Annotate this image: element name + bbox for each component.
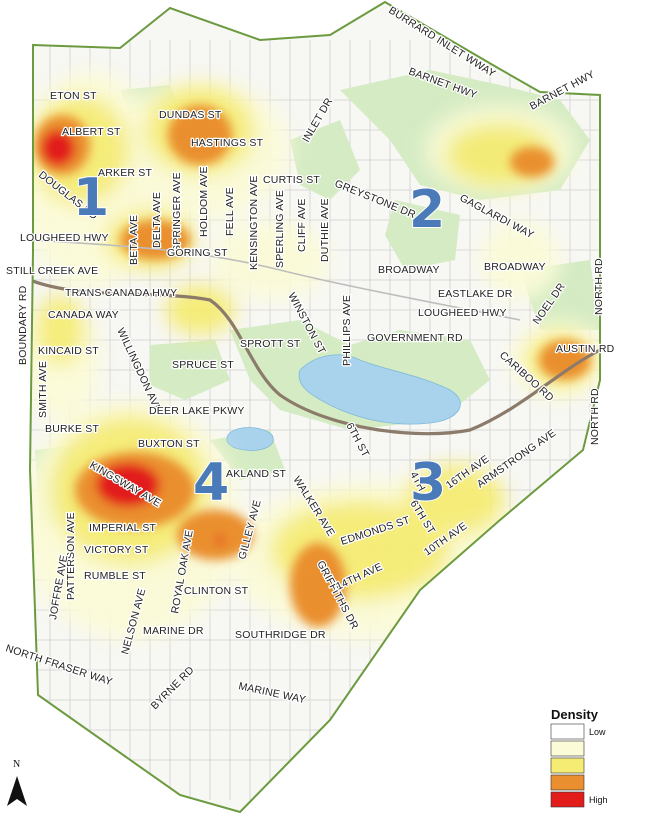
street-label: CURTIS ST [263,174,320,186]
street-label: HOLDOM AVE [198,166,210,237]
street-label: TRANS CANADA HWY [65,287,177,299]
street-label: IMPERIAL ST [89,522,157,534]
legend-title: Density [551,707,599,722]
street-label: BROADWAY [484,261,546,273]
legend-swatch [550,723,585,740]
street-label: SPRINGER AVE [171,172,183,252]
legend-swatch [550,757,585,774]
street-label: GOVERNMENT RD [367,332,463,344]
zone-number: 4 [193,453,229,513]
trans-canada-highway [30,278,600,436]
street-label: VICTORY ST [84,544,149,556]
zone-number: 2 [409,180,445,240]
legend-swatch [550,774,585,791]
north-label: N [13,759,20,770]
legend-high-label: High [589,795,608,805]
zone-number: 3 [410,453,446,513]
street-label: CLIFF AVE [296,198,308,252]
street-label: BROADWAY [378,264,440,276]
street-label: DEER LAKE PKWY [149,405,245,417]
street-label: RUMBLE ST [84,570,146,582]
street-label: BURKE ST [45,423,99,435]
street-label: GORING ST [167,247,228,259]
zone-labels: 1 2 3 4 [72,167,447,514]
street-label: DUNDAS ST [159,109,222,121]
street-label: SPROTT ST [240,338,301,350]
street-label: LOUGHEED HWY [20,232,109,244]
street-label: FELL AVE [224,187,236,236]
street-label: NORTH RD [589,388,601,445]
street-label: SPRUCE ST [172,359,234,371]
street-label: EASTLAKE DR [438,288,513,300]
legend: Density Low High [550,707,608,808]
city-boundary [28,0,601,814]
street-label: LOUGHEED HWY [418,307,507,319]
street-label: DUTHIE AVE [319,198,331,262]
street-label: KENSINGTON AVE [248,175,260,270]
street-label: CANADA WAY [48,309,119,321]
legend-low-label: Low [589,727,606,737]
street-label: MARINE DR [143,625,204,637]
street-label: AKLAND ST [226,468,287,480]
street-label: BUXTON ST [138,438,200,450]
lougheed-highway [30,239,521,321]
deer-lake [298,354,461,425]
street-label: DELTA AVE [151,192,163,248]
legend-swatch [550,791,585,808]
street-label: SOUTHRIDGE DR [235,629,326,641]
street-label: ETON ST [50,90,97,102]
street-label: SPERLING AVE [274,190,286,268]
street-label: NORTH RD [593,258,605,315]
legend-swatch [550,740,585,757]
zone-number: 1 [73,168,109,228]
street-label: AUSTIN RD [556,343,615,355]
street-label: SMITH AVE [37,361,49,418]
street-label: CLINTON ST [184,585,249,597]
north-arrow-icon: N [7,759,27,806]
street-label: BOUNDARY RD [17,285,29,365]
street-label: PHILLIPS AVE [341,295,353,366]
street-label: ALBERT ST [62,126,121,138]
street-label: PATTERSON AVE [65,512,77,600]
street-label: ARKER ST [98,167,152,179]
street-label: BETA AVE [128,215,140,265]
density-heatmap [30,70,600,640]
street-label: STILL CREEK AVE [6,265,98,277]
street-label: KINCAID ST [38,345,99,357]
street-label: HASTINGS ST [191,137,264,149]
pond [226,427,274,451]
